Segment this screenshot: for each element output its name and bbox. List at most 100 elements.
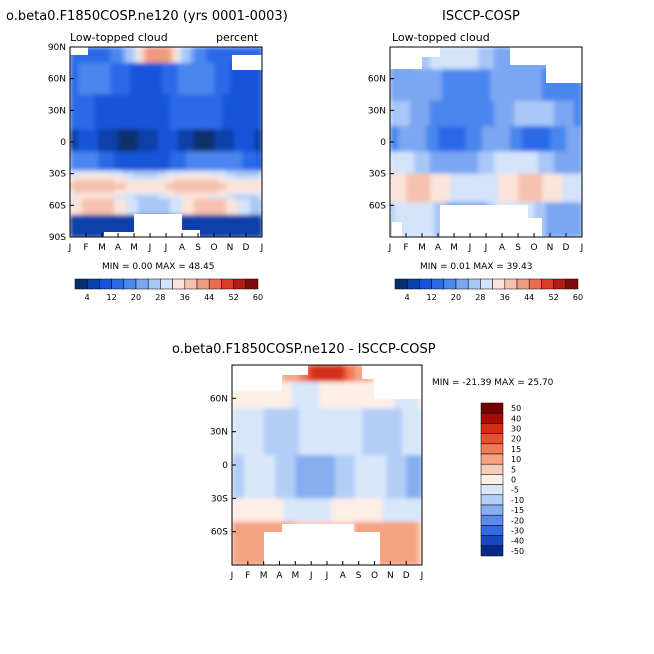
panel2-colorbar-swatch (480, 278, 493, 290)
panel3-colorbar-label: -20 (511, 516, 524, 525)
panel1-xtick-label: A (115, 243, 122, 253)
panel3-xtick-label: A (340, 571, 347, 581)
panel1-ytick-label: 30N (48, 106, 66, 116)
panel2-colorbar-swatch (443, 278, 457, 290)
panel1-colorbar-swatch (123, 278, 137, 290)
panel2-xtick-label: J (468, 243, 472, 253)
panel3-ytick-label: 30S (211, 494, 228, 504)
panel2-colorbar-label: 28 (475, 293, 485, 302)
panel3-colorbar-swatch (480, 423, 504, 434)
panel2-title: ISCCP-COSP (442, 9, 520, 24)
panel3-colorbar-swatch (480, 545, 504, 557)
panel3-xtick-label: J (309, 571, 313, 581)
panel3-colorbar-swatch (480, 514, 504, 526)
panel1-xtick-label: J (68, 243, 72, 253)
panel1-title: o.beta0.F1850COSP.ne120 (yrs 0001-0003) (6, 9, 288, 24)
panel1-colorbar-swatch (111, 278, 125, 290)
panel1-field (70, 47, 262, 237)
panel1-xtick-label: N (227, 243, 234, 253)
panel3-xtick-label: N (387, 571, 394, 581)
panel2-colorbar-swatch (419, 278, 432, 290)
panel2-colorbar-label: 36 (500, 293, 510, 302)
panel2-xtick-label: A (435, 243, 442, 253)
panel1-colorbar-swatch (99, 278, 112, 290)
panel2-colorbar-swatch (394, 278, 408, 290)
panel3-colorbar-label: -50 (511, 547, 524, 556)
panel3-colorbar-swatch (480, 453, 504, 465)
panel1-colorbar-label: 60 (253, 293, 263, 302)
panel2-field (390, 47, 582, 237)
panel1-stats: MIN = 0.00 MAX = 48.45 (102, 262, 215, 272)
panel2-ytick-label: 0 (380, 138, 386, 148)
panel3-colorbar-swatch (480, 412, 504, 424)
panel1-colorbar-swatch (184, 278, 198, 290)
panel3-stats: MIN = -21.39 MAX = 25.70 (432, 378, 554, 388)
panel2-colorbar-label: 44 (524, 293, 534, 302)
panel2-colorbar-label: 12 (427, 293, 437, 302)
panel2-ytick-label: 30S (369, 170, 386, 180)
panel1-colorbar-label: 4 (85, 293, 90, 302)
panel1-ytick-label: 0 (60, 138, 66, 148)
panel3-xtick-label: J (325, 571, 329, 581)
panel3-xtick-label: J (230, 571, 234, 581)
panel1-colorbar-swatch (208, 278, 222, 290)
panel1-colorbar-swatch (147, 278, 161, 290)
panel1-colorbar-swatch (74, 278, 88, 290)
panel1-colorbar: 4 12 20 28 36 44 52 60 (74, 278, 263, 302)
panel2-colorbar-swatch (528, 278, 542, 290)
panel2-colorbar-swatch (565, 278, 579, 290)
panel3-colorbar-swatch (480, 474, 504, 485)
panel1-ytick-label: 60S (49, 201, 66, 211)
panel1-xtick-label: J (164, 243, 168, 253)
panel3-colorbar-swatch (480, 443, 504, 455)
panel2-xtick-label: M (450, 243, 458, 253)
panel1-colorbar-label: 36 (180, 293, 190, 302)
panel3-colorbar-swatch (480, 484, 504, 496)
panel3-colorbar-label: 40 (511, 414, 521, 423)
panel2-colorbar-swatch (541, 278, 554, 290)
panel1-xtick-label: M (98, 243, 106, 253)
panel1-colorbar-label: 20 (131, 293, 141, 302)
panel3-colorbar-label: 10 (511, 455, 521, 464)
panel2-stats: MIN = 0.01 MAX = 39.43 (420, 262, 533, 272)
panel3-colorbar-label: 30 (511, 425, 521, 434)
panel3-colorbar-label: 50 (511, 404, 521, 413)
panel2-colorbar-label: 60 (573, 293, 583, 302)
panel3-colorbar-label: 5 (511, 465, 516, 474)
panel1-subtitle-left: Low-topped cloud (70, 31, 168, 44)
panel2-xtick-label: M (418, 243, 426, 253)
panel3-xtick-label: D (403, 571, 410, 581)
panel3-field (232, 365, 422, 565)
panel3-xtick-label: O (371, 571, 378, 581)
panel1-colorbar-swatch (196, 278, 210, 290)
panel2-ytick-label: 60N (368, 75, 386, 85)
panel2-colorbar-swatch (455, 278, 469, 290)
panel2-xtick-label: D (563, 243, 570, 253)
panel1-xtick-label: J (148, 243, 152, 253)
panel2-xtick-label: O (530, 243, 537, 253)
panel3-colorbar-label: 0 (511, 476, 516, 485)
panel2-xtick-label: S (515, 243, 521, 253)
panel2-xtick-label: A (499, 243, 506, 253)
panel3-xtick-label: J (420, 571, 424, 581)
panel1-ytick-label: 30S (49, 170, 66, 180)
panel1-colorbar-swatch (160, 278, 173, 290)
panel3-colorbar-swatch (480, 463, 504, 475)
panel2-colorbar-swatch (516, 278, 530, 290)
panel3-xtick-label: S (356, 571, 362, 581)
panel3-ytick-label: 30N (210, 428, 228, 438)
panel1-xtick-label: A (179, 243, 186, 253)
panel2-ytick-label: 60S (369, 201, 386, 211)
panel2-colorbar-label: 20 (451, 293, 461, 302)
panel2-colorbar-swatch (431, 278, 445, 290)
panel1-colorbar-swatch (86, 278, 100, 290)
panel3-colorbar-swatch (480, 402, 504, 414)
panel1-colorbar-swatch (245, 278, 259, 290)
panel2-xtick-label: N (547, 243, 554, 253)
panel3-ytick-label: 0 (222, 461, 228, 471)
panel2-xtick-label: F (403, 243, 408, 253)
panel2-colorbar: 4 12 20 28 36 44 52 60 (394, 278, 583, 302)
